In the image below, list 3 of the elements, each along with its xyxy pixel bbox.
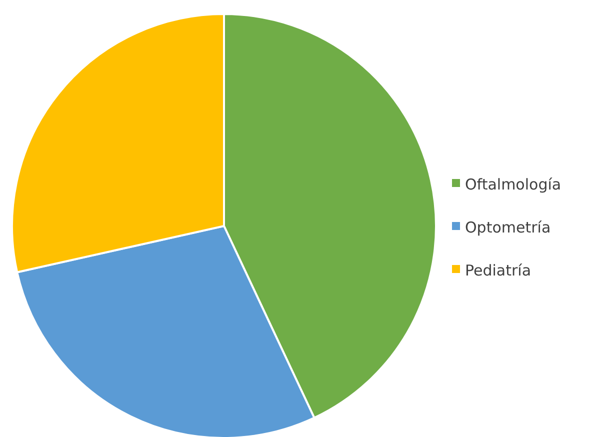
legend-label: Oftalmología bbox=[465, 175, 562, 194]
legend-label: Optometría bbox=[465, 218, 551, 236]
legend-label: Pediatría bbox=[465, 261, 532, 280]
